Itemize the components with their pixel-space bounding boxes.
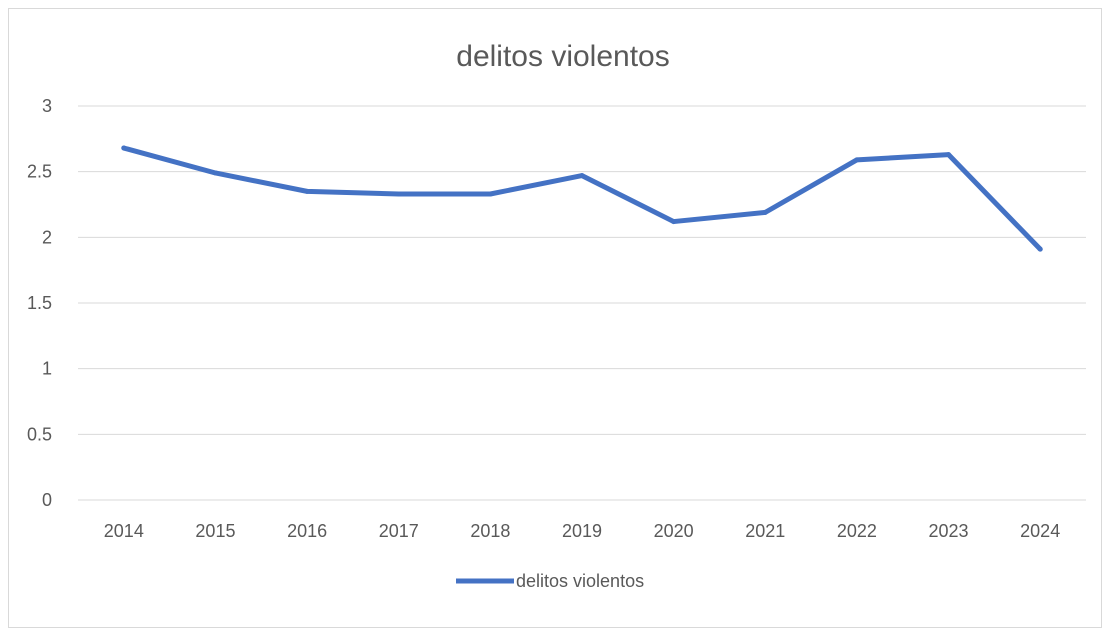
y-tick-label: 3	[42, 96, 52, 116]
x-tick-label: 2020	[654, 521, 694, 541]
y-axis-ticks: 0 0.5 1 1.5 2 2.5 3	[27, 96, 52, 510]
data-point	[396, 191, 402, 197]
x-tick-label: 2024	[1020, 521, 1060, 541]
x-tick-label: 2015	[195, 521, 235, 541]
legend-label: delitos violentos	[516, 571, 644, 591]
y-tick-label: 2	[42, 227, 52, 247]
x-tick-label: 2018	[470, 521, 510, 541]
y-tick-label: 1	[42, 359, 52, 379]
data-point	[762, 209, 768, 215]
x-tick-label: 2023	[929, 521, 969, 541]
y-tick-label: 1.5	[27, 293, 52, 313]
data-point	[121, 145, 127, 151]
series-line	[121, 145, 1043, 252]
gridlines	[78, 105, 1086, 501]
x-tick-label: 2021	[745, 521, 785, 541]
x-tick-label: 2014	[104, 521, 144, 541]
x-tick-label: 2016	[287, 521, 327, 541]
data-point	[212, 170, 218, 176]
data-point	[487, 191, 493, 197]
x-axis-ticks: 2014 2015 2016 2017 2018 2019 2020 2021 2022 2023…	[104, 521, 1060, 541]
chart-frame	[8, 8, 1102, 628]
data-point	[579, 173, 585, 179]
data-point	[1037, 246, 1043, 252]
data-point	[304, 188, 310, 194]
x-tick-label: 2022	[837, 521, 877, 541]
series-group	[121, 145, 1043, 252]
y-tick-label: 0.5	[27, 424, 52, 444]
data-point	[854, 157, 860, 163]
y-tick-label: 0	[42, 490, 52, 510]
chart-title: delitos violentos	[456, 40, 669, 73]
y-tick-label: 2.5	[27, 162, 52, 182]
x-tick-label: 2019	[562, 521, 602, 541]
x-tick-label: 2017	[379, 521, 419, 541]
legend: delitos violentos	[456, 571, 644, 591]
data-point	[671, 219, 677, 225]
data-point	[946, 152, 952, 158]
